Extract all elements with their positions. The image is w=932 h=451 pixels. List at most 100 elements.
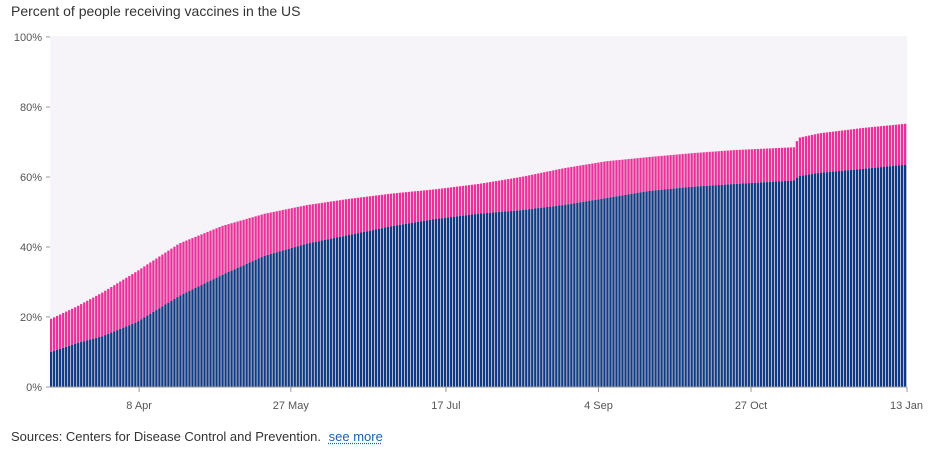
bar-partially-vaccinated: [747, 149, 750, 184]
bar-fully-vaccinated: [80, 342, 83, 387]
bar-partially-vaccinated: [816, 133, 820, 174]
bar-fully-vaccinated: [455, 216, 459, 387]
bar-fully-vaccinated: [146, 315, 149, 387]
bar-partially-vaccinated: [374, 195, 378, 230]
bar-fully-vaccinated: [368, 230, 372, 387]
bar-fully-vaccinated: [62, 347, 65, 387]
bar-fully-vaccinated: [534, 208, 537, 387]
bar-partially-vaccinated: [362, 197, 366, 232]
bar-fully-vaccinated: [702, 186, 705, 387]
bar-partially-vaccinated: [89, 299, 92, 340]
see-more-link[interactable]: see more: [328, 429, 383, 444]
bar-fully-vaccinated: [615, 196, 618, 387]
bar-fully-vaccinated: [302, 244, 305, 387]
bar-fully-vaccinated: [549, 206, 552, 387]
bar-partially-vaccinated: [633, 158, 636, 194]
bar-partially-vaccinated: [83, 302, 86, 342]
bar-fully-vaccinated: [831, 171, 835, 387]
bar-fully-vaccinated: [753, 182, 756, 387]
bar-partially-vaccinated: [287, 208, 290, 249]
bar-fully-vaccinated: [50, 352, 53, 387]
bar-fully-vaccinated: [729, 184, 732, 387]
bar-fully-vaccinated: [825, 172, 829, 387]
bar-partially-vaccinated: [807, 135, 811, 175]
bar-fully-vaccinated: [461, 215, 465, 387]
bar-partially-vaccinated: [498, 180, 501, 213]
bar-partially-vaccinated: [233, 222, 236, 270]
bar-fully-vaccinated: [726, 184, 729, 387]
bar-fully-vaccinated: [780, 181, 784, 387]
bar-fully-vaccinated: [101, 336, 104, 387]
bar-partially-vaccinated: [603, 161, 606, 199]
bar-fully-vaccinated: [888, 166, 892, 387]
bar-fully-vaccinated: [236, 267, 239, 387]
bar-partially-vaccinated: [651, 156, 654, 191]
bar-partially-vaccinated: [855, 128, 859, 170]
bar-fully-vaccinated: [630, 193, 633, 387]
bar-fully-vaccinated: [167, 302, 170, 387]
bar-partially-vaccinated: [876, 126, 880, 168]
bar-fully-vaccinated: [789, 180, 793, 387]
bar-fully-vaccinated: [251, 261, 254, 387]
bar-partially-vaccinated: [573, 166, 576, 204]
bar-fully-vaccinated: [837, 171, 841, 387]
bar-fully-vaccinated: [128, 325, 131, 387]
vaccination-chart: 0% 20% 40% 60% 80% 100% 8 Apr 27 May 17 Jul 4 Se…: [14, 32, 923, 412]
bar-fully-vaccinated: [395, 225, 399, 387]
bar-fully-vaccinated: [308, 243, 311, 387]
bar-partially-vaccinated: [849, 129, 853, 170]
y-tick-label: 80%: [20, 102, 42, 114]
bar-partially-vaccinated: [843, 130, 847, 171]
bar-partially-vaccinated: [269, 212, 272, 255]
bar-fully-vaccinated: [750, 182, 753, 387]
bar-partially-vaccinated: [443, 188, 447, 218]
bar-partially-vaccinated: [516, 177, 519, 211]
bar-fully-vaccinated: [98, 337, 101, 387]
bar-fully-vaccinated: [404, 223, 408, 387]
bar-fully-vaccinated: [510, 211, 513, 387]
bar-fully-vaccinated: [431, 219, 435, 387]
bar-fully-vaccinated: [278, 251, 281, 387]
bar-fully-vaccinated: [323, 239, 326, 387]
bar-partially-vaccinated: [630, 158, 633, 194]
bar-fully-vaccinated: [422, 220, 426, 387]
bar-fully-vaccinated: [711, 185, 714, 387]
bar-fully-vaccinated: [849, 169, 853, 387]
bar-fully-vaccinated: [660, 189, 663, 387]
bar-fully-vaccinated: [513, 210, 516, 387]
bar-partially-vaccinated: [678, 154, 681, 188]
bar-fully-vaccinated: [83, 341, 86, 387]
bar-partially-vaccinated: [245, 218, 248, 264]
bar-fully-vaccinated: [585, 201, 588, 387]
bar-fully-vaccinated: [350, 234, 354, 387]
bar-fully-vaccinated: [419, 221, 423, 387]
bar-fully-vaccinated: [293, 247, 296, 387]
bar-partially-vaccinated: [278, 210, 281, 252]
bar-partially-vaccinated: [188, 239, 191, 291]
bar-partially-vaccinated: [356, 197, 360, 234]
bar-partially-vaccinated: [522, 176, 525, 210]
bar-partially-vaccinated: [540, 172, 543, 208]
bar-partially-vaccinated: [431, 189, 435, 220]
bar-fully-vaccinated: [528, 209, 531, 387]
bar-fully-vaccinated: [332, 238, 335, 387]
bar-partially-vaccinated: [543, 172, 546, 208]
bar-partially-vaccinated: [798, 137, 802, 177]
bar-partially-vaccinated: [786, 147, 790, 181]
bar-partially-vaccinated: [729, 150, 732, 185]
bar-partially-vaccinated: [92, 297, 95, 339]
bar-fully-vaccinated: [383, 227, 387, 387]
bar-fully-vaccinated: [678, 187, 681, 387]
bar-fully-vaccinated: [152, 311, 155, 387]
bar-partially-vaccinated: [549, 170, 552, 207]
bar-partially-vaccinated: [122, 279, 125, 328]
bar-partially-vaccinated: [167, 250, 170, 303]
bar-fully-vaccinated: [284, 249, 287, 387]
bar-fully-vaccinated: [155, 310, 158, 387]
bar-partially-vaccinated: [50, 318, 53, 352]
bar-fully-vaccinated: [495, 212, 498, 387]
bar-fully-vaccinated: [119, 328, 122, 387]
bar-partially-vaccinated: [401, 192, 405, 225]
bar-partially-vaccinated: [242, 219, 245, 266]
bar-partially-vaccinated: [771, 148, 774, 182]
